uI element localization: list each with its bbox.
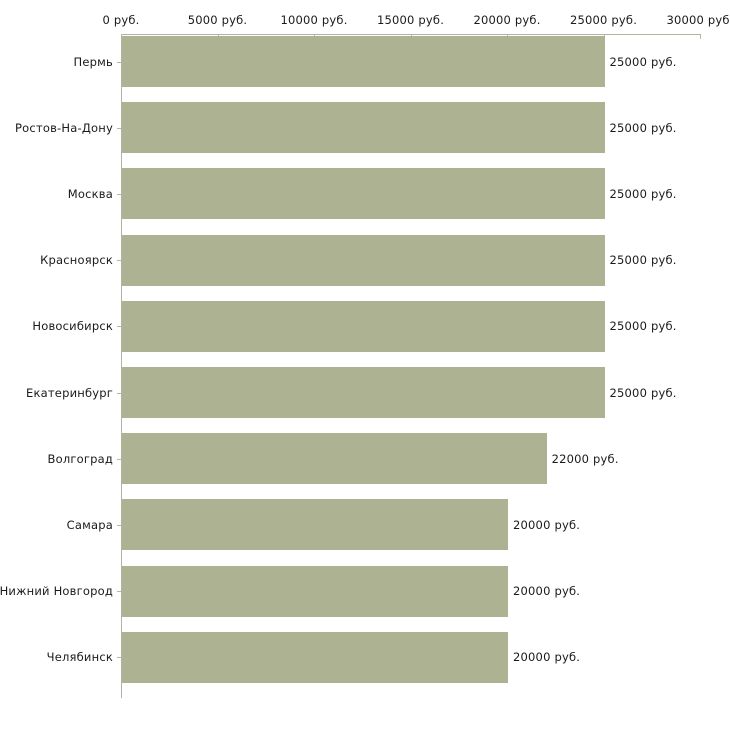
bar-value-label: 20000 руб.: [513, 650, 581, 665]
y-axis-tick: [117, 128, 121, 129]
bar[interactable]: [122, 565, 508, 617]
y-axis-tick: [117, 326, 121, 327]
x-axis-tick-label: 15000 руб.: [376, 13, 445, 27]
bar[interactable]: [122, 367, 605, 418]
bar[interactable]: [122, 433, 547, 485]
y-axis-tick: [117, 657, 121, 658]
y-axis-line: [121, 34, 122, 698]
bar-value-label: 20000 руб.: [513, 584, 581, 599]
bar-value-label: 22000 руб.: [551, 451, 619, 466]
x-axis-tick-label: 30000 руб.: [666, 13, 730, 27]
bar[interactable]: [122, 300, 605, 352]
category-label: Челябинск: [46, 650, 113, 665]
y-axis-tick: [117, 260, 121, 261]
x-axis-tick-label: 0 руб.: [102, 13, 140, 27]
bar-value-label: 25000 руб.: [609, 253, 677, 268]
category-label: Новосибирск: [32, 319, 113, 334]
bar[interactable]: [122, 168, 605, 220]
bar-value-label: 25000 руб.: [609, 54, 677, 69]
category-label: Москва: [67, 186, 113, 201]
bar-value-label: 20000 руб.: [513, 517, 581, 532]
y-axis-tick: [117, 62, 121, 63]
y-axis-tick: [117, 459, 121, 460]
x-axis-tick-label: 5000 руб.: [187, 13, 248, 27]
category-label: Красноярск: [40, 253, 113, 268]
x-axis-tick-label: 10000 руб.: [280, 13, 348, 27]
y-axis-tick: [117, 194, 121, 195]
bar-value-label: 25000 руб.: [609, 186, 677, 201]
bar[interactable]: [122, 102, 605, 154]
category-label: Пермь: [73, 54, 113, 69]
category-label: Самара: [66, 517, 113, 532]
y-axis-tick: [117, 393, 121, 394]
bar[interactable]: [122, 631, 508, 683]
x-axis-tick: [121, 34, 122, 39]
category-label: Екатеринбург: [26, 385, 113, 400]
x-axis-tick: [700, 34, 701, 39]
x-axis-tick-label: 25000 руб.: [569, 13, 638, 27]
y-axis-tick: [117, 591, 121, 592]
x-axis-tick-label: 20000 руб.: [473, 13, 541, 27]
y-axis-tick: [117, 525, 121, 526]
bar[interactable]: [122, 36, 605, 87]
category-label: Ростов-На-Дону: [15, 120, 113, 135]
bar-value-label: 25000 руб.: [609, 120, 677, 135]
bar[interactable]: [122, 234, 605, 286]
bar-value-label: 25000 руб.: [609, 319, 677, 334]
category-label: Нижний Новгород: [0, 584, 113, 599]
bar-value-label: 25000 руб.: [609, 385, 677, 400]
category-label: Волгоград: [47, 451, 113, 466]
bar[interactable]: [122, 499, 508, 551]
